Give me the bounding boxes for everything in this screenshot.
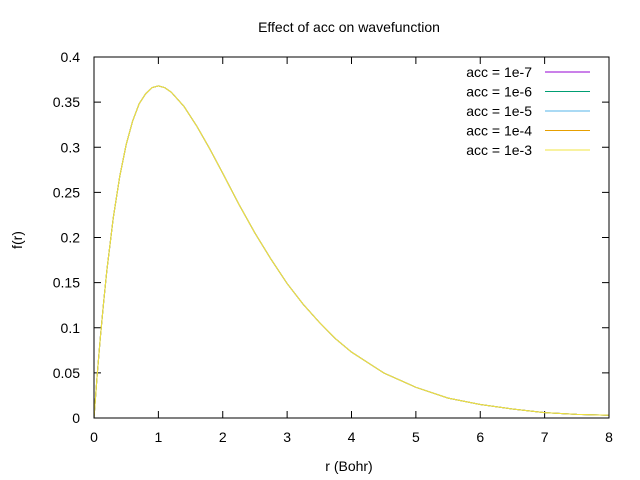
x-tick-label: 5 xyxy=(412,429,420,445)
plot-frame xyxy=(93,56,610,419)
x-axis-label: r (Bohr) xyxy=(325,458,372,474)
x-tick-label: 2 xyxy=(219,429,227,445)
y-tick-label: 0.35 xyxy=(53,94,80,110)
chart-title: Effect of acc on wavefunction xyxy=(258,19,440,35)
x-tick-label: 1 xyxy=(154,429,162,445)
legend-label-4: acc = 1e-4 xyxy=(466,123,532,139)
x-tick-label: 7 xyxy=(541,429,549,445)
y-axis-label: f(r) xyxy=(9,231,25,249)
x-tick-label: 6 xyxy=(476,429,484,445)
y-tick-label: 0.05 xyxy=(53,365,80,381)
y-tick-label: 0.4 xyxy=(61,49,81,65)
y-tick-label: 0.3 xyxy=(61,139,81,155)
x-tick-label: 3 xyxy=(283,429,291,445)
y-tick-label: 0.1 xyxy=(61,320,81,336)
series-lines xyxy=(93,85,610,419)
series-line-5 xyxy=(93,85,610,419)
y-tick-label: 0.15 xyxy=(53,275,80,291)
legend-label-5: acc = 1e-3 xyxy=(466,142,532,158)
y-tick-label: 0.2 xyxy=(61,230,81,246)
y-tick-label: 0.25 xyxy=(53,184,80,200)
y-tick-label: 0 xyxy=(72,410,80,426)
legend: acc = 1e-7 acc = 1e-6 acc = 1e-5 acc = 1e-4… xyxy=(466,64,590,158)
legend-label-3: acc = 1e-5 xyxy=(466,103,532,119)
x-tick-label: 8 xyxy=(605,429,613,445)
legend-label-2: acc = 1e-6 xyxy=(466,84,532,100)
x-tick-label: 4 xyxy=(348,429,356,445)
x-tick-label: 0 xyxy=(90,429,98,445)
legend-label-1: acc = 1e-7 xyxy=(466,64,532,80)
